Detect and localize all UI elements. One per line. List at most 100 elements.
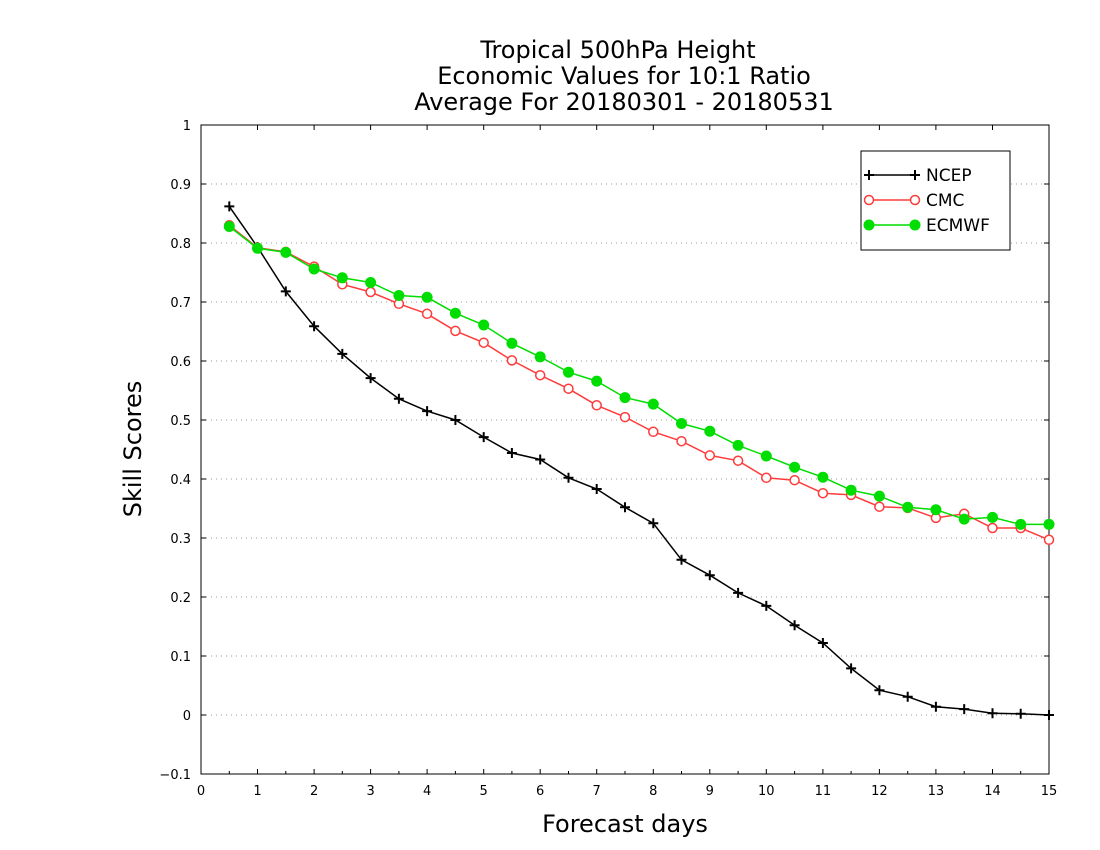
data-point-ncep <box>902 691 913 702</box>
x-axis-ticks: 0 1 2 3 4 5 6 7 8 9 10 11 12 13 14 15 <box>197 125 1057 799</box>
legend-marker-cmc <box>909 194 921 206</box>
data-point-ncep <box>930 701 941 712</box>
data-point-ncep <box>1015 708 1026 719</box>
data-point-ecmwf <box>676 418 687 429</box>
data-point-ncep <box>365 373 376 384</box>
data-point-ecmwf <box>789 461 801 473</box>
y-tick-label: 0.8 <box>170 237 191 252</box>
legend-label-ncep: NCEP <box>926 166 972 186</box>
data-point-cmc <box>732 455 744 466</box>
y-tick-label: −0.1 <box>159 768 191 783</box>
data-point-ecmwf <box>817 471 829 483</box>
data-point-ncep <box>987 708 998 719</box>
x-tick-label: 15 <box>1041 784 1058 799</box>
x-tick-label: 2 <box>310 784 318 799</box>
title-line-1: Tropical 500hPa Height <box>479 36 755 64</box>
data-point-ecmwf <box>845 484 857 496</box>
y-tick-label: 0.7 <box>170 296 191 311</box>
data-point-ecmwf <box>280 246 292 258</box>
data-point-ncep <box>591 484 602 494</box>
x-tick-label: 1 <box>253 784 261 799</box>
data-point-ecmwf <box>1015 518 1027 530</box>
data-point-ncep <box>789 620 800 631</box>
legend-marker-ncep <box>910 170 920 180</box>
data-point-ecmwf <box>534 351 546 363</box>
data-point-cmc <box>534 369 546 381</box>
series-lines <box>223 201 1055 720</box>
chart-title: Tropical 500hPa Height Economic Values f… <box>414 36 834 116</box>
legend-marker-ecmwf <box>863 219 875 231</box>
data-point-ecmwf <box>365 277 377 288</box>
data-point-cmc <box>619 411 631 423</box>
y-tick-label: 0.6 <box>170 355 191 370</box>
y-tick-label: 1 <box>183 119 191 134</box>
x-tick-label: 7 <box>593 784 601 799</box>
legend-label-cmc: CMC <box>926 191 964 211</box>
x-tick-label: 4 <box>423 784 431 799</box>
data-point-ncep <box>422 406 433 417</box>
data-point-ncep <box>817 638 828 648</box>
series-line-ncep <box>228 205 1050 716</box>
data-point-cmc <box>506 355 518 366</box>
x-tick-label: 5 <box>480 784 488 799</box>
y-axis-label: Skill Scores <box>119 381 147 518</box>
data-point-ecmwf <box>647 398 659 410</box>
series-cmc <box>224 220 1055 546</box>
legend-item-ecmwf: ECMWF <box>863 216 990 236</box>
data-point-ncep <box>450 415 461 425</box>
data-point-ecmwf <box>930 504 942 516</box>
data-point-ecmwf <box>1043 518 1055 530</box>
data-point-ncep <box>620 502 630 513</box>
data-point-ncep <box>676 554 687 565</box>
data-point-cmc <box>1043 534 1055 546</box>
data-point-cmc <box>450 325 461 337</box>
y-tick-label: 0.4 <box>170 473 191 488</box>
series-line-cmc <box>228 224 1050 541</box>
x-tick-label: 3 <box>366 784 374 799</box>
data-point-ecmwf <box>902 501 914 513</box>
data-point-ecmwf <box>336 272 348 284</box>
y-tick-label: 0.9 <box>170 178 191 193</box>
data-point-ecmwf <box>591 375 603 387</box>
x-tick-label: 14 <box>984 784 1001 799</box>
data-point-ecmwf <box>760 450 772 462</box>
data-point-cmc <box>789 474 800 486</box>
data-point-cmc <box>591 400 602 411</box>
data-point-ecmwf <box>958 513 970 525</box>
x-tick-label: 0 <box>197 784 205 799</box>
y-tick-label: 0.2 <box>170 591 191 606</box>
data-point-cmc <box>421 308 433 320</box>
x-tick-label: 6 <box>536 784 544 799</box>
data-point-ecmwf <box>563 366 574 378</box>
data-point-cmc <box>648 426 659 438</box>
x-tick-label: 8 <box>649 784 657 799</box>
y-tick-label: 0.5 <box>170 414 191 429</box>
data-point-cmc <box>478 337 489 348</box>
legend-item-cmc: CMC <box>863 191 964 211</box>
y-tick-label: 0 <box>183 709 191 724</box>
data-point-ecmwf <box>704 425 716 437</box>
data-point-ecmwf <box>732 439 744 451</box>
legend: NCEP CMC ECMWF <box>860 150 1011 251</box>
y-axis-ticks: −0.1 0 0.1 0.2 0.3 0.4 0.5 0.6 0.7 0.8 0.9 1 <box>159 119 1049 783</box>
y-tick-label: 0.3 <box>170 532 191 547</box>
data-point-cmc <box>704 450 716 461</box>
data-point-ncep <box>224 201 235 212</box>
data-point-ncep <box>563 472 574 483</box>
legend-label-ecmwf: ECMWF <box>926 216 990 236</box>
data-point-ncep <box>309 321 320 332</box>
data-point-ncep <box>959 704 970 715</box>
data-point-ecmwf <box>252 242 263 254</box>
data-point-ecmwf <box>619 392 631 404</box>
data-point-ecmwf <box>449 307 461 319</box>
data-point-ecmwf <box>223 221 235 232</box>
series-ecmwf <box>223 221 1055 530</box>
data-point-ncep <box>337 348 348 359</box>
data-point-ecmwf <box>987 511 998 523</box>
legend-marker-ncep <box>864 170 874 180</box>
data-point-ncep <box>280 286 291 297</box>
data-point-ncep <box>733 587 744 598</box>
legend-item-ncep: NCEP <box>864 166 972 186</box>
x-axis-label: Forecast days <box>542 810 708 838</box>
title-line-3: Average For 20180301 - 20180531 <box>414 88 834 116</box>
